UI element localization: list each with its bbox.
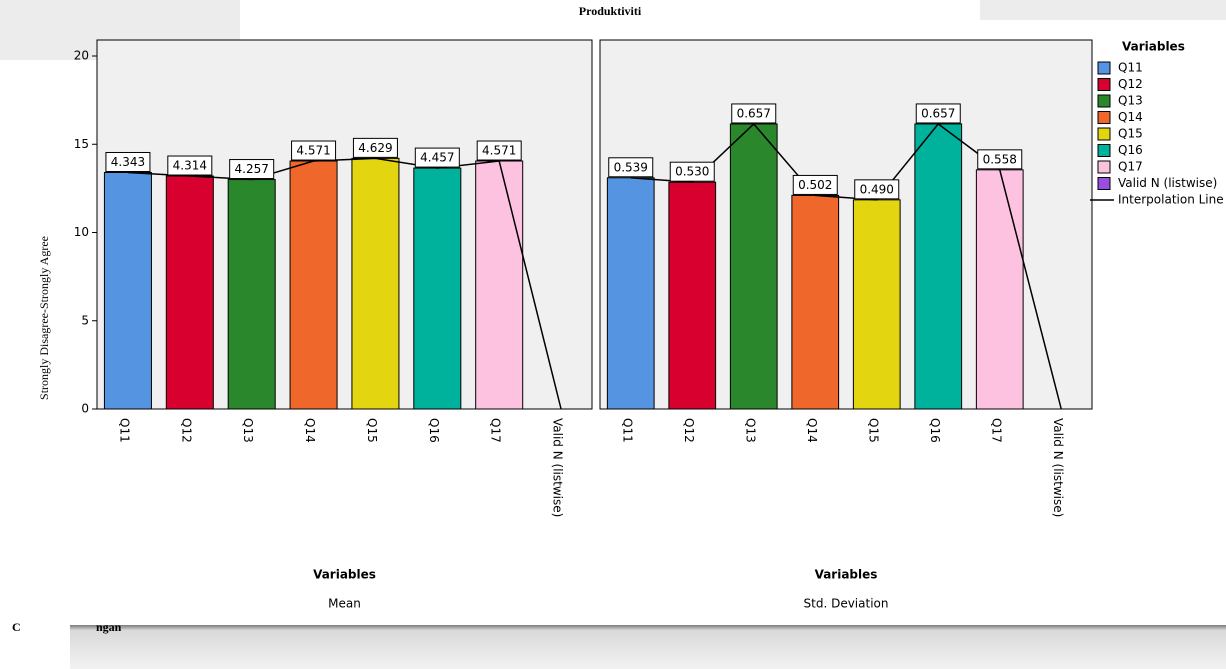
x-tick-label: Q15 — [365, 418, 379, 443]
x-tick-label: Q16 — [928, 418, 942, 443]
data-label: 0.539 — [614, 160, 648, 174]
footer-text: ngan — [96, 620, 122, 634]
data-label: 0.657 — [921, 106, 955, 120]
data-label: 4.571 — [296, 144, 330, 158]
charts: 0 5 10 15 20 Q11 Q12 Q13 Q14 Q15 Q16 Q17 Valid N (li… — [74, 39, 1224, 611]
y-axis-title: Strongly Disagree-Strongly Agree — [37, 236, 51, 400]
bar — [852, 199, 901, 410]
data-label: 0.530 — [675, 165, 709, 179]
legend-swatch — [1097, 160, 1111, 174]
legend-label: Q12 — [1118, 77, 1143, 91]
data-label-box — [792, 174, 838, 195]
data-label-box — [291, 140, 337, 161]
bar — [975, 169, 1024, 410]
legend-label: Q17 — [1118, 160, 1143, 174]
legend-swatch — [1097, 127, 1111, 141]
bar — [165, 175, 214, 410]
data-label-box — [414, 147, 460, 168]
footer-band — [70, 625, 1226, 669]
chart-title: Produktiviti — [579, 4, 642, 18]
data-label-box — [352, 137, 398, 158]
bar — [914, 123, 963, 410]
data-label: 4.314 — [173, 159, 207, 173]
x-tick-label: Q11 — [117, 418, 131, 443]
data-label-box — [915, 103, 961, 124]
y-tick-label: 20 — [74, 49, 89, 63]
data-label-box — [167, 155, 213, 176]
legend-swatch — [1097, 94, 1111, 108]
interpolation-line — [127, 157, 562, 410]
legend-label: Q15 — [1118, 127, 1143, 141]
legend-label: Q14 — [1118, 110, 1143, 124]
data-label-box — [977, 149, 1023, 170]
data-label-box — [229, 159, 275, 180]
y-tick-label: 5 — [81, 313, 89, 327]
legend-label: Q13 — [1118, 94, 1143, 108]
y-tick-label: 0 — [81, 402, 89, 416]
bar — [289, 160, 338, 410]
data-label: 0.502 — [798, 178, 832, 192]
x-tick-label: Valid N (listwise) — [1051, 418, 1065, 517]
x-tick-label: Q12 — [179, 418, 193, 443]
bar — [729, 123, 778, 410]
data-label-box — [608, 157, 654, 178]
bar — [227, 179, 276, 410]
x-tick-label: Q11 — [620, 418, 634, 443]
bar — [668, 181, 717, 410]
x-tick-label: Q14 — [303, 418, 317, 443]
bar — [351, 157, 400, 410]
legend-label: Interpolation Line — [1118, 193, 1224, 207]
data-label-box — [105, 151, 151, 172]
y-tick-label: 10 — [74, 225, 89, 239]
bar — [791, 194, 840, 410]
x-tick-label: Valid N (listwise) — [551, 418, 565, 517]
data-label: 4.571 — [482, 144, 516, 158]
x-axis-title: Variables — [313, 568, 376, 582]
x-tick-label: Q17 — [489, 418, 503, 443]
data-label: 4.343 — [111, 155, 145, 169]
legend-swatch — [1097, 111, 1111, 124]
bar — [413, 167, 462, 410]
x-tick-label: Q17 — [989, 418, 1003, 443]
data-label-box — [731, 103, 777, 124]
legend-label: Valid N (listwise) — [1118, 176, 1217, 190]
legend-swatch — [1097, 144, 1111, 157]
legend-swatch — [1097, 177, 1111, 190]
background-panel — [980, 0, 1226, 20]
data-label: 4.257 — [235, 162, 269, 176]
bar — [103, 171, 152, 410]
x-axis-subtitle: Mean — [328, 597, 361, 611]
x-axis-subtitle: Std. Deviation — [804, 597, 889, 611]
x-tick-label: Q13 — [743, 418, 757, 443]
legend-swatch — [1097, 78, 1111, 91]
data-label: 4.457 — [420, 151, 454, 165]
x-tick-label: Q14 — [805, 418, 819, 443]
data-label-box — [669, 161, 715, 182]
legend-label: Q16 — [1118, 143, 1143, 157]
footer-text: C — [12, 620, 21, 634]
x-tick-label: Q16 — [427, 418, 441, 443]
bar — [475, 160, 524, 410]
x-tick-label: Q13 — [241, 418, 255, 443]
data-label: 0.490 — [860, 182, 894, 196]
data-label: 4.629 — [358, 141, 392, 155]
x-tick-label: Q15 — [866, 418, 880, 443]
legend-title: Variables — [1122, 40, 1185, 54]
data-label-box — [854, 179, 900, 200]
legend-swatch — [1097, 61, 1111, 75]
y-tick-label: 15 — [74, 137, 89, 151]
x-tick-label: Q12 — [682, 418, 696, 443]
bar — [606, 177, 655, 410]
data-label-box — [476, 140, 522, 161]
data-label: 0.558 — [983, 152, 1017, 166]
legend-label: Q11 — [1118, 61, 1143, 75]
data-label: 0.657 — [737, 106, 771, 120]
x-axis-title: Variables — [815, 568, 878, 582]
